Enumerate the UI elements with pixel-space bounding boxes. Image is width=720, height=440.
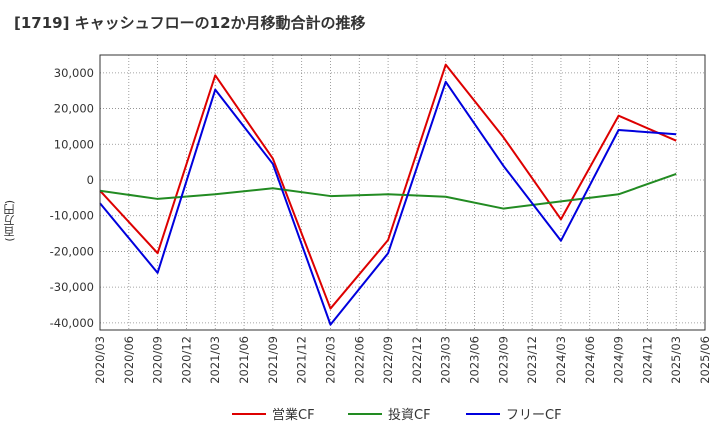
x-tick-label: 2021/12	[295, 336, 309, 384]
x-tick-label: 2021/03	[208, 336, 222, 384]
x-tick-label: 2020/12	[179, 336, 193, 384]
series-line-3	[99, 80, 677, 326]
y-tick-label: -30,000	[50, 280, 94, 294]
plot-frame	[99, 54, 706, 331]
y-tick-label: 20,000	[54, 102, 94, 116]
y-tick-label: 30,000	[54, 66, 94, 80]
y-tick-label: 10,000	[54, 137, 94, 151]
x-tick-label: 2024/03	[554, 336, 568, 384]
y-axis-ticks: 30,000 20,000 10,000 0 -10,000 -20,000 -30,000…	[50, 66, 94, 330]
chart-title: [1719] キャッシュフローの12か月移動合計の推移	[14, 14, 366, 32]
x-tick-label: 2025/03	[669, 336, 683, 384]
series-line-2	[99, 172, 677, 210]
x-tick-label: 2023/12	[525, 336, 539, 384]
y-tick-label: -10,000	[50, 209, 94, 223]
x-tick-label: 2023/09	[496, 336, 510, 384]
y-tick-label: 0	[87, 173, 94, 187]
y-tick-label: -40,000	[50, 316, 94, 330]
plot-background	[100, 55, 705, 330]
x-tick-label: 2020/03	[93, 336, 107, 384]
x-tick-label: 2024/09	[612, 336, 626, 384]
y-tick-label: -20,000	[50, 244, 94, 258]
x-tick-label: 2021/09	[266, 336, 280, 384]
legend-label-1: 営業CF	[272, 407, 315, 423]
x-tick-label: 2022/12	[410, 336, 424, 384]
x-tick-label: 2020/09	[151, 336, 165, 384]
x-tick-label: 2025/06	[698, 336, 712, 384]
series-line-1	[99, 63, 677, 310]
x-tick-label: 2022/09	[381, 336, 395, 384]
x-tick-label: 2023/03	[439, 336, 453, 384]
x-axis-ticks: 2020/03 2020/06 2020/09 2020/12 2021/03 2021/…	[93, 336, 712, 384]
x-tick-label: 2022/06	[352, 336, 366, 384]
x-tick-label: 2024/06	[583, 336, 597, 384]
series-lines	[99, 63, 677, 326]
x-tick-label: 2023/06	[468, 336, 482, 384]
legend-label-2: 投資CF	[388, 407, 431, 423]
x-tick-label: 2021/06	[237, 336, 251, 384]
x-tick-label: 2024/12	[640, 336, 654, 384]
x-tick-label: 2020/06	[122, 336, 136, 384]
legend: 営業CF 投資CF フリーCF	[232, 407, 562, 423]
x-tick-label: 2022/03	[323, 336, 337, 384]
legend-label-3: フリーCF	[506, 408, 562, 423]
